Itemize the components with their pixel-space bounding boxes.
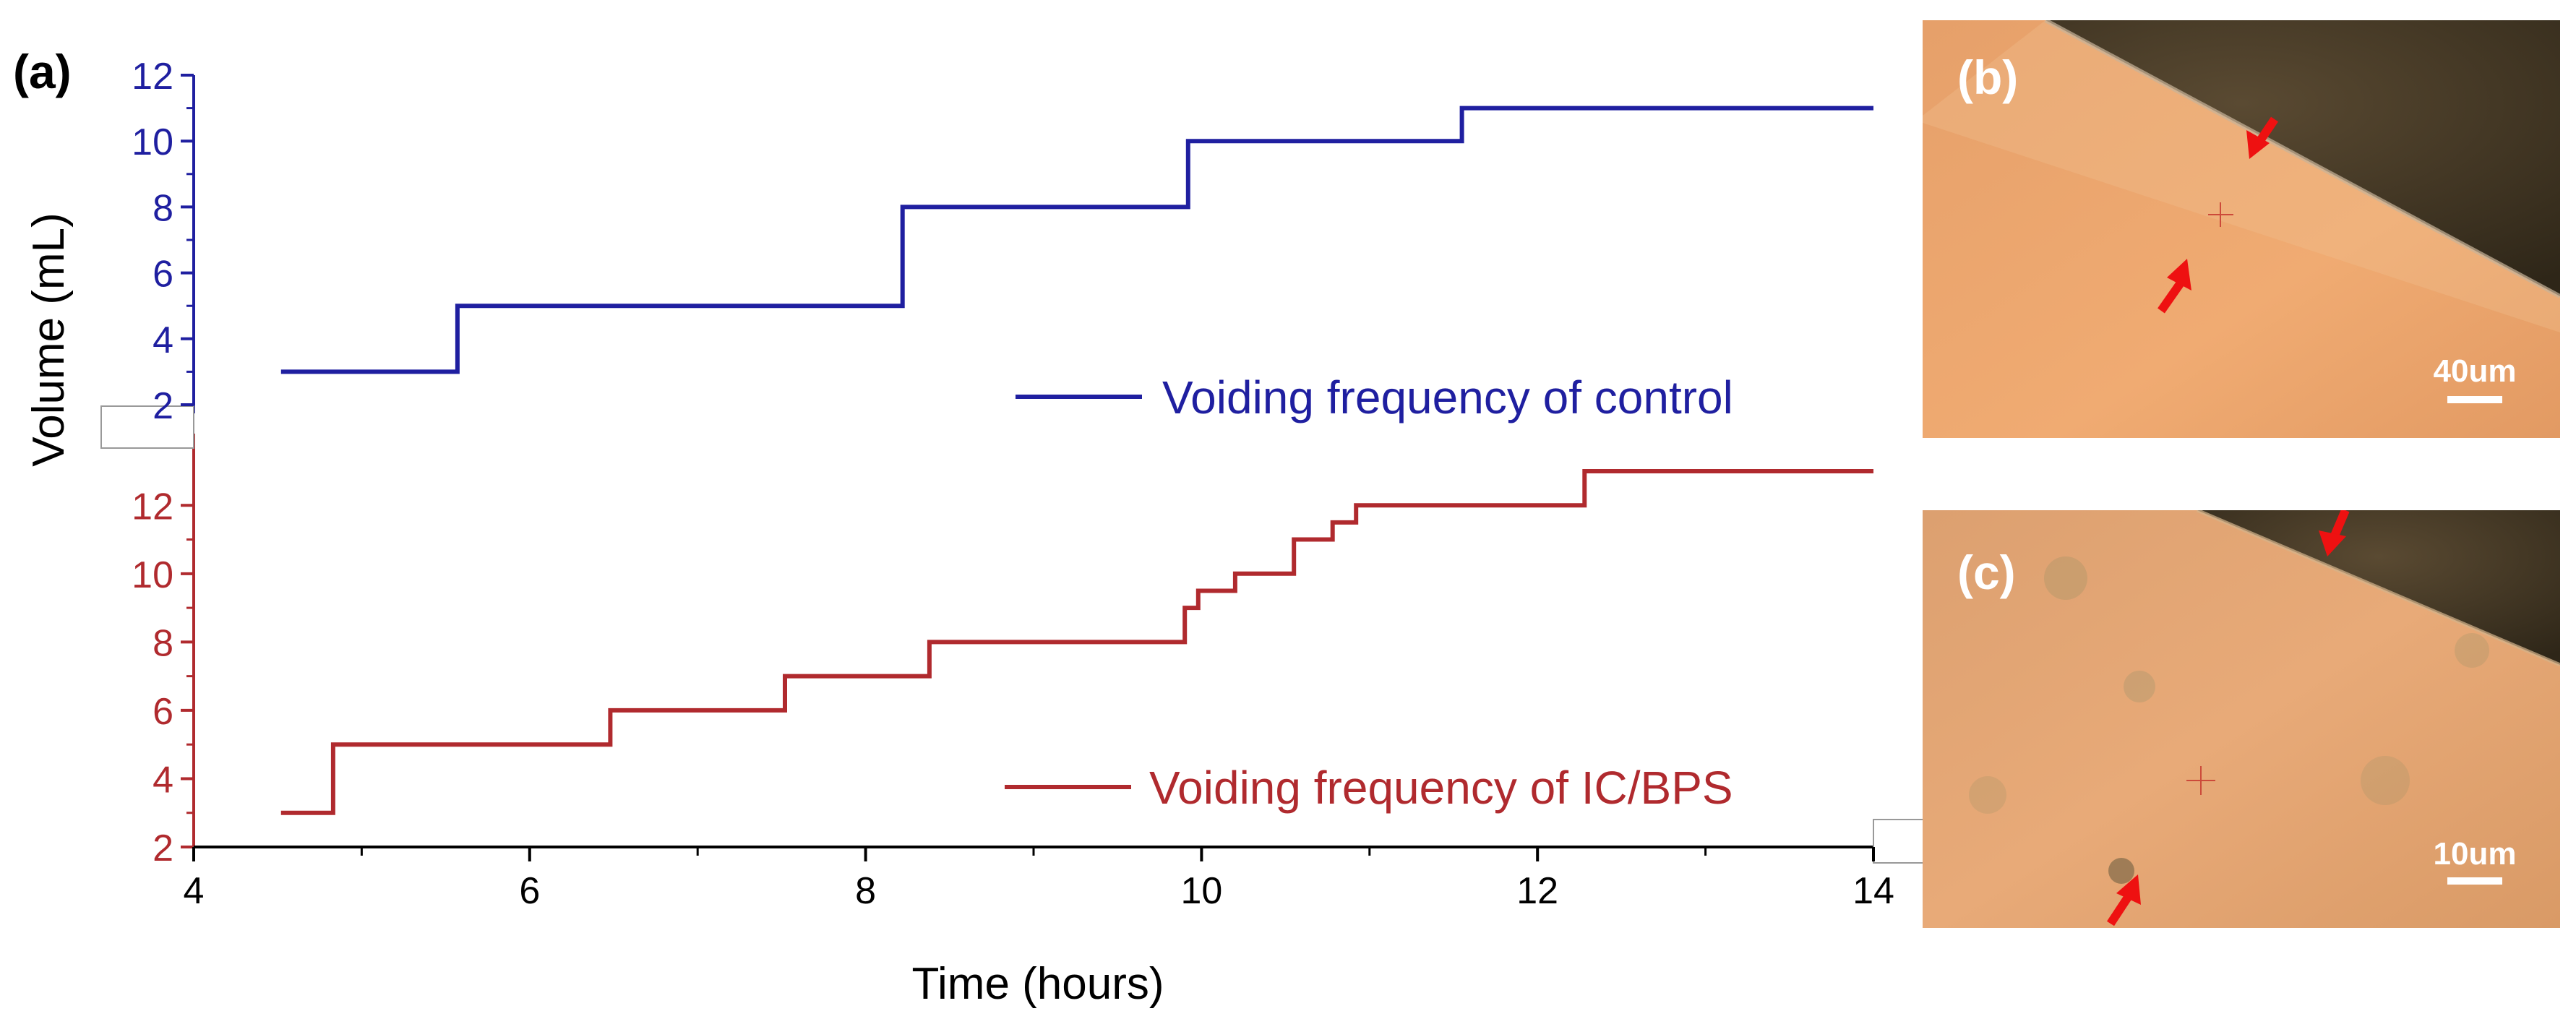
micrograph-c: (c) 10um: [1923, 510, 2560, 928]
bottom-y-tick-label-6: 6: [153, 691, 173, 733]
arrow-c2: [2106, 874, 2141, 926]
series-line-icbps: [280, 469, 1873, 815]
arrow-c1: [2319, 510, 2350, 556]
micrograph-b-edge: [2044, 20, 2560, 298]
top-y-tick-label-8: 8: [153, 187, 173, 229]
bottom-y-tick-label-2: 2: [153, 827, 173, 869]
texture-spot-3: [2361, 756, 2410, 805]
texture-spot-5: [2455, 633, 2489, 668]
series-line-control: [280, 106, 1873, 374]
x-tick-label-8: 8: [855, 870, 876, 912]
top-y-tick-label-6: 6: [153, 254, 173, 296]
x-tick-label-12: 12: [1516, 870, 1558, 912]
bottom-y-tick-label-10: 10: [132, 554, 173, 596]
scale-bar-c: [2447, 877, 2502, 885]
axis-break-left: [100, 405, 194, 449]
axis-break-right: [1873, 819, 1932, 864]
x-tick-label-6: 6: [519, 870, 540, 912]
bottom-y-tick-label-12: 12: [132, 486, 173, 528]
arrow-b2: [2158, 259, 2191, 314]
scale-bar-b: [2447, 396, 2502, 403]
micrograph-c-edge: [2197, 510, 2560, 667]
arrow-b1: [2246, 116, 2278, 159]
panel-label-c: (c): [1957, 546, 2016, 599]
x-tick-label-14: 14: [1852, 870, 1894, 912]
top-y-tick-label-2: 2: [153, 385, 173, 427]
bottom-y-tick-label-4: 4: [153, 759, 173, 801]
texture-spot-1: [2044, 556, 2087, 600]
x-axis-title: Time (hours): [911, 959, 1164, 1009]
scale-bar-label-c: 10um: [2434, 836, 2517, 872]
micrograph-b-dark-region: [1923, 20, 2560, 296]
bottom-y-tick-label-8: 8: [153, 622, 173, 664]
y-axis-title: Volume (mL): [24, 212, 74, 466]
legend-label-icbps: Voiding frequency of IC/BPS: [1149, 762, 1733, 814]
texture-spot-6: [2108, 858, 2134, 884]
panel-label-a: (a): [13, 45, 72, 98]
top-y-tick-label-12: 12: [132, 56, 173, 98]
scale-bar-label-b: 40um: [2434, 353, 2517, 389]
texture-spot-4: [1969, 776, 2006, 814]
micrograph-b: (b) 40um: [1923, 20, 2560, 438]
top-y-tick-label-4: 4: [153, 319, 173, 361]
panel-label-b: (b): [1957, 51, 2018, 104]
top-y-tick-label-10: 10: [132, 121, 173, 163]
texture-spot-2: [2124, 671, 2155, 702]
micrograph-b-edge-band: [1923, 20, 2560, 332]
x-tick-label-4: 4: [184, 870, 205, 912]
x-tick-label-10: 10: [1180, 870, 1222, 912]
legend-label-control: Voiding frequency of control: [1162, 371, 1733, 423]
